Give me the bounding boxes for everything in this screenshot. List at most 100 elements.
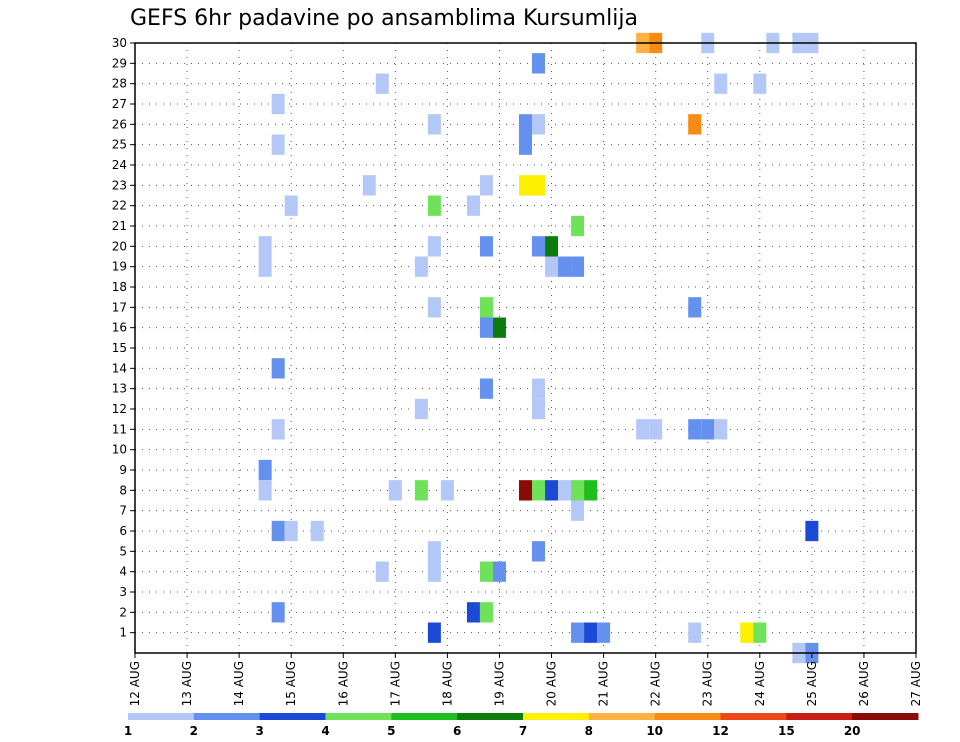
y-tick-label: 22 [112, 199, 127, 213]
precipitation-cell [714, 419, 728, 440]
precipitation-cell [532, 378, 546, 399]
y-tick-label: 28 [112, 77, 127, 91]
precipitation-cell [571, 500, 585, 521]
precipitation-cell [532, 480, 546, 501]
y-tick-label: 20 [112, 239, 127, 253]
precipitation-cell [258, 256, 272, 277]
precipitation-cell [466, 602, 480, 623]
precipitation-cell [701, 419, 715, 440]
x-tick-label: 23 AUG [701, 661, 715, 706]
x-tick-label: 27 AUG [909, 661, 923, 706]
precipitation-cell [532, 236, 546, 257]
y-tick-label: 29 [112, 56, 127, 70]
legend-label: 6 [453, 724, 461, 738]
y-tick-label: 21 [112, 219, 127, 233]
legend-label: 10 [646, 724, 663, 738]
y-tick-label: 8 [119, 483, 127, 497]
y-tick-label: 25 [112, 138, 127, 152]
precipitation-cell [545, 236, 559, 257]
precipitation-cell [558, 480, 572, 501]
precipitation-cell [518, 175, 533, 196]
precipitation-cell [375, 73, 389, 94]
precipitation-cell [271, 602, 285, 623]
precipitation-cell [532, 175, 546, 196]
x-axis-ticks: 12 AUG 13 AUG 14 AUG 15 AUG 16 AUG 17 AUG 18 A… [128, 653, 923, 706]
precipitation-cell [649, 419, 663, 440]
color-legend: 1 2 3 4 5 6 7 8 10 12 15 20 [124, 713, 919, 738]
precipitation-cell [688, 622, 702, 643]
y-tick-label: 12 [112, 402, 127, 416]
precipitation-cell [427, 297, 441, 318]
precipitation-cell [479, 297, 493, 318]
precipitation-cell [479, 317, 493, 338]
precipitation-cell [362, 175, 376, 196]
x-tick-label: 25 AUG [805, 661, 819, 706]
precipitation-cell [636, 419, 650, 440]
x-tick-label: 19 AUG [492, 661, 506, 706]
legend-label: 5 [387, 724, 395, 738]
legend-label: 20 [844, 724, 861, 738]
precipitation-cell [571, 215, 585, 237]
precipitation-cell [518, 134, 533, 155]
y-tick-label: 10 [112, 443, 127, 457]
y-tick-label: 24 [112, 158, 127, 172]
precipitation-cell [740, 622, 754, 643]
precipitation-cell [558, 256, 572, 277]
y-axis-ticks: 1234567891011121314151617181920212223242… [112, 36, 135, 640]
y-tick-label: 30 [112, 36, 127, 50]
precipitation-cell [753, 73, 767, 94]
precipitation-cell [271, 520, 285, 542]
precipitation-cell [518, 480, 533, 501]
precipitation-cell [492, 317, 506, 338]
precipitation-cells [258, 32, 819, 664]
precipitation-cell [532, 398, 546, 420]
legend-swatch [325, 713, 392, 720]
precipitation-cell [532, 53, 546, 74]
precipitation-cell [518, 114, 533, 135]
precipitation-cell [688, 114, 702, 135]
x-tick-label: 22 AUG [649, 661, 663, 706]
x-tick-label: 13 AUG [180, 661, 194, 706]
x-tick-label: 21 AUG [597, 661, 611, 706]
legend-swatch [128, 713, 195, 720]
y-tick-label: 17 [112, 300, 127, 314]
y-tick-label: 15 [112, 341, 127, 355]
precipitation-cell [310, 520, 324, 542]
legend-label: 1 [124, 724, 132, 738]
y-tick-label: 5 [119, 544, 127, 558]
y-tick-label: 1 [119, 626, 127, 640]
precipitation-cell [271, 134, 285, 155]
precipitation-cell [440, 480, 454, 501]
y-tick-label: 6 [119, 524, 127, 538]
precipitation-cell [532, 114, 546, 135]
precipitation-cell [258, 480, 272, 501]
precipitation-cell [427, 195, 441, 216]
legend-label: 8 [585, 724, 593, 738]
legend-swatch [852, 713, 919, 720]
y-tick-label: 3 [119, 585, 127, 599]
y-tick-label: 23 [112, 178, 127, 192]
precipitation-cell [414, 256, 428, 277]
y-tick-label: 13 [112, 382, 127, 396]
legend-label: 2 [190, 724, 198, 738]
precipitation-cell [258, 236, 272, 257]
precipitation-cell [466, 195, 480, 216]
precipitation-cell [284, 520, 298, 542]
y-tick-label: 9 [119, 463, 127, 477]
precipitation-cell [271, 419, 285, 440]
precipitation-cell [271, 93, 285, 115]
x-tick-label: 14 AUG [232, 661, 246, 706]
precipitation-cell [271, 358, 285, 379]
precipitation-cell [584, 480, 598, 501]
precipitation-cell [545, 480, 559, 501]
precipitation-cell [584, 622, 598, 643]
precipitation-cell [427, 114, 441, 135]
legend-swatch [193, 713, 261, 720]
precipitation-cell [427, 622, 441, 643]
x-tick-label: 24 AUG [753, 661, 767, 706]
chart-title: GEFS 6hr padavine po ansamblima Kursumli… [130, 6, 638, 31]
precipitation-cell [479, 236, 493, 257]
precipitation-cell [688, 297, 702, 318]
y-tick-label: 18 [112, 280, 127, 294]
